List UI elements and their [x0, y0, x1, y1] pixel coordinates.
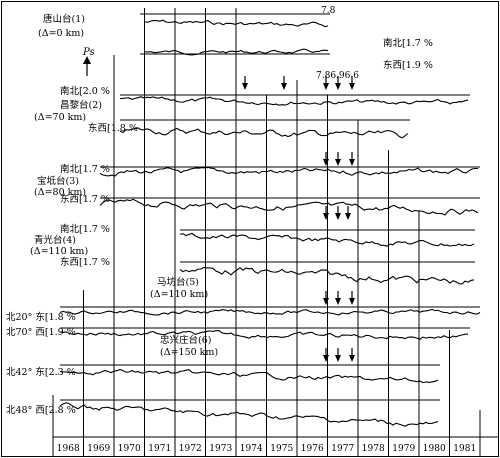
- station-label: 忠兴庄台(6): [160, 334, 211, 346]
- year-tick-label: 1974: [240, 444, 263, 454]
- trace-line: [59, 308, 481, 316]
- year-tick-label: 1969: [87, 444, 110, 454]
- year-tick-label: 1978: [362, 444, 385, 454]
- down-arrow-icon: [335, 298, 341, 305]
- station-distance: (Δ=110 km): [30, 246, 88, 257]
- ps-label: Ps: [82, 47, 95, 58]
- trace-line: [119, 96, 469, 106]
- year-tick-label: 1979: [392, 444, 415, 454]
- trace-group: [59, 19, 481, 427]
- trace-line: [144, 19, 329, 28]
- series-label: 北42° 东[2.3 %: [6, 366, 76, 378]
- down-arrow-icon: [323, 159, 329, 166]
- year-tick-label: 1972: [179, 444, 202, 454]
- year-tick-label: 1968: [57, 444, 80, 454]
- series-label: 北20° 东[1.8 %: [6, 311, 76, 323]
- series-label: 东西[1.9 %: [383, 59, 433, 71]
- station-distance: (Δ=110 km): [150, 289, 208, 300]
- down-arrow-icon: [335, 159, 341, 166]
- down-arrow-icon: [349, 298, 355, 305]
- year-tick-label: 1975: [270, 444, 293, 454]
- year-grid: [52, 8, 498, 456]
- station-label: 马坊台(5): [157, 276, 199, 288]
- station-label: 昌黎台(2): [60, 99, 102, 111]
- station-distance: (Δ=0 km): [38, 28, 84, 39]
- series-label: 北70° 西[1.9 %: [6, 327, 76, 338]
- down-arrow-icon: [335, 83, 341, 90]
- series-label: 南北[1.7 %: [60, 223, 110, 235]
- down-arrow-icon: [281, 83, 287, 90]
- year-tick-label: 1970: [118, 444, 141, 454]
- station-distance: (Δ=80 km): [34, 187, 86, 198]
- series-label: 南北[1.7 %: [383, 37, 433, 49]
- down-arrow-icon: [323, 355, 329, 362]
- trace-line: [59, 368, 439, 384]
- down-arrow-icon: [349, 159, 355, 166]
- station-distance: (Δ=70 km): [34, 112, 86, 123]
- year-tick-label: 1980: [423, 444, 446, 454]
- down-arrow-icon: [335, 213, 341, 220]
- down-arrow-icon: [323, 213, 329, 220]
- trace-line: [144, 48, 329, 56]
- trace-line: [59, 330, 468, 340]
- station-distance: (Δ=150 km): [160, 347, 218, 358]
- x-axis-year-labels: 1968 1969 1970 1971 1972 1973 1974 1975 1976 1977…: [57, 444, 476, 454]
- event-arrows: [242, 76, 355, 362]
- station-label: 唐山台(1): [43, 13, 85, 25]
- down-arrow-icon: [349, 83, 355, 90]
- series-label: 北48° 西[2.8 %: [6, 405, 76, 416]
- series-label: 南北[1.7 %: [60, 163, 110, 175]
- trace-line: [59, 402, 439, 427]
- trace-line: [179, 232, 475, 247]
- trace-line: [119, 127, 409, 139]
- down-arrow-icon: [242, 83, 248, 90]
- annotation-top: 7.8: [321, 6, 336, 16]
- trace-line: [179, 266, 475, 285]
- down-arrow-icon: [335, 355, 341, 362]
- series-label: 东西[1.7 %: [60, 193, 110, 205]
- trace-line: [99, 198, 479, 216]
- down-arrow-icon: [323, 83, 329, 90]
- down-arrow-icon: [349, 355, 355, 362]
- series-label: 东西[1.7 %: [60, 256, 110, 268]
- down-arrow-icon: [323, 298, 329, 305]
- year-tick-label: 1971: [148, 444, 171, 454]
- ps-arrow-icon: [83, 56, 91, 76]
- year-tick-label: 1973: [209, 444, 232, 454]
- year-tick-label: 1977: [331, 444, 354, 454]
- year-tick-label: 1976: [301, 444, 324, 454]
- station-label: 青光台(4): [34, 234, 76, 246]
- year-tick-label: 1981: [453, 444, 476, 454]
- annotation-dates: 7.86.96.6: [316, 71, 359, 81]
- trace-line: [99, 166, 478, 177]
- down-arrow-icon: [345, 213, 351, 220]
- series-label: 南北[2.0 %: [60, 85, 110, 97]
- station-label: 宝坻台(3): [37, 175, 79, 187]
- series-label: 东西[1.8 %: [88, 122, 138, 134]
